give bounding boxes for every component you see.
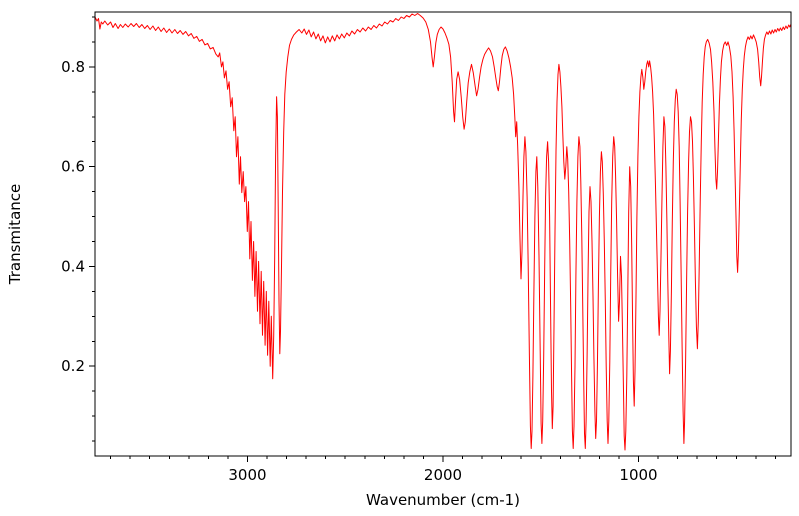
x-axis-ticks: 3000 2000 1000 bbox=[110, 456, 776, 484]
x-tick-label: 1000 bbox=[619, 466, 657, 484]
y-axis-ticks: 0.2 0.4 0.6 0.8 bbox=[61, 16, 95, 442]
y-axis-label: Transmitance bbox=[6, 184, 24, 285]
x-axis-label: Wavenumber (cm-1) bbox=[366, 491, 520, 509]
x-tick-label: 2000 bbox=[424, 466, 462, 484]
spectrum-line bbox=[95, 13, 791, 451]
plot-border bbox=[94, 11, 792, 457]
x-tick-label: 3000 bbox=[228, 466, 266, 484]
y-tick-label: 0.4 bbox=[61, 257, 85, 275]
y-tick-label: 0.2 bbox=[61, 357, 85, 375]
y-tick-label: 0.8 bbox=[61, 58, 85, 76]
spectrum-path bbox=[95, 13, 791, 451]
y-tick-label: 0.6 bbox=[61, 158, 85, 176]
